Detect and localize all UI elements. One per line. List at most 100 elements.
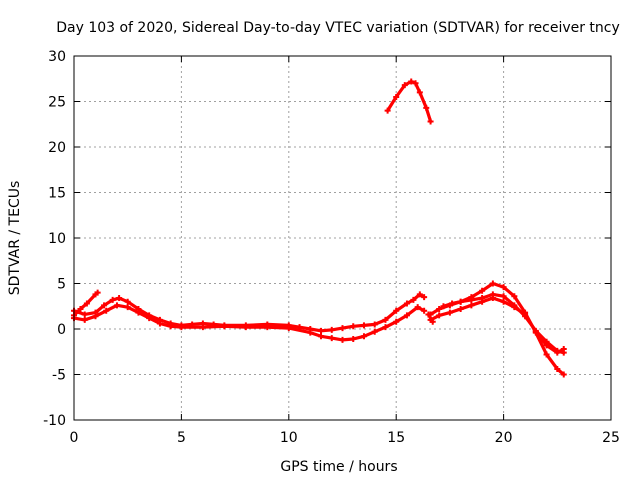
data-point xyxy=(103,307,110,314)
data-point xyxy=(468,296,475,303)
x-tick-label: 5 xyxy=(177,430,186,446)
x-tick-label: 10 xyxy=(280,430,298,446)
y-tick-label: 0 xyxy=(57,322,66,338)
data-point xyxy=(427,118,434,125)
data-point xyxy=(371,321,378,328)
data-point xyxy=(446,309,453,316)
data-point xyxy=(429,318,436,325)
data-point xyxy=(146,315,153,322)
data-point xyxy=(167,323,174,330)
y-tick-label: 20 xyxy=(48,140,66,156)
data-point xyxy=(554,366,561,373)
data-point xyxy=(94,289,101,296)
x-tick-labels: 0 5 10 15 20 25 xyxy=(70,430,620,446)
data-point xyxy=(554,347,561,354)
data-point xyxy=(511,293,518,300)
data-point xyxy=(421,294,428,301)
data-point xyxy=(416,89,423,96)
data-point xyxy=(339,336,346,343)
data-point xyxy=(410,296,417,303)
axis-ticks xyxy=(73,55,612,421)
data-point xyxy=(500,298,507,305)
data-point xyxy=(350,323,357,330)
data-point xyxy=(285,325,292,332)
data-point xyxy=(307,329,314,336)
data-series xyxy=(71,78,567,378)
data-point xyxy=(403,300,410,307)
data-point xyxy=(412,80,419,87)
data-point xyxy=(116,295,123,302)
data-point xyxy=(543,338,550,345)
data-point xyxy=(81,311,88,318)
data-point xyxy=(264,324,271,331)
data-point xyxy=(318,327,325,334)
y-tick-label: 10 xyxy=(48,231,66,247)
data-point xyxy=(350,336,357,343)
series-line-track-2 xyxy=(72,292,426,333)
data-point xyxy=(440,303,447,310)
data-point xyxy=(199,324,206,331)
data-point xyxy=(113,302,120,309)
data-point xyxy=(421,307,428,314)
data-point xyxy=(382,324,389,331)
data-point xyxy=(360,322,367,329)
data-point xyxy=(92,313,99,320)
data-point xyxy=(242,324,249,331)
data-point xyxy=(436,305,443,312)
y-tick-label: 25 xyxy=(48,95,66,111)
data-point xyxy=(360,333,367,340)
x-tick-label: 20 xyxy=(495,430,513,446)
data-point xyxy=(339,325,346,332)
data-point xyxy=(221,323,228,330)
y-tick-label: -5 xyxy=(52,368,66,384)
data-point xyxy=(543,351,550,358)
y-tick-label: -10 xyxy=(43,413,66,429)
y-tick-labels: -10 -5 0 5 10 15 20 25 30 xyxy=(43,49,66,429)
data-point xyxy=(532,327,539,334)
data-point xyxy=(178,324,185,331)
data-point xyxy=(124,304,131,311)
y-axis-title: SDTVAR / TECUs xyxy=(7,181,23,296)
x-tick-label: 25 xyxy=(602,430,620,446)
y-tick-label: 5 xyxy=(57,277,66,293)
data-point xyxy=(371,328,378,335)
data-point xyxy=(457,305,464,312)
x-axis-title: GPS time / hours xyxy=(280,459,397,475)
data-point xyxy=(457,298,464,305)
data-point xyxy=(511,302,518,309)
data-point xyxy=(135,309,142,316)
data-point xyxy=(423,104,430,111)
data-point xyxy=(436,312,443,319)
data-point xyxy=(479,287,486,294)
y-tick-label: 30 xyxy=(48,49,66,65)
series-line-track-3 xyxy=(72,303,426,342)
data-point xyxy=(393,93,400,100)
data-point xyxy=(83,300,90,307)
data-point xyxy=(414,304,421,311)
data-point xyxy=(384,107,391,114)
x-tick-label: 15 xyxy=(387,430,405,446)
data-point xyxy=(560,349,567,356)
data-point xyxy=(416,291,423,298)
data-point xyxy=(401,82,408,89)
data-point xyxy=(382,316,389,323)
data-point xyxy=(109,296,116,303)
data-point xyxy=(393,307,400,314)
data-point xyxy=(468,302,475,309)
data-point xyxy=(560,371,567,378)
data-point xyxy=(408,78,415,85)
data-point xyxy=(500,284,507,291)
x-tick-label: 0 xyxy=(70,430,79,446)
data-point xyxy=(124,298,131,305)
data-point xyxy=(403,312,410,319)
data-point xyxy=(328,335,335,342)
data-point xyxy=(449,300,456,307)
data-point xyxy=(101,302,108,309)
data-point xyxy=(81,316,88,323)
data-point xyxy=(156,320,163,327)
data-point xyxy=(328,326,335,333)
chart-title: Day 103 of 2020, Sidereal Day-to-day VTE… xyxy=(56,20,620,36)
data-point xyxy=(318,333,325,340)
grid-lines xyxy=(74,56,611,420)
